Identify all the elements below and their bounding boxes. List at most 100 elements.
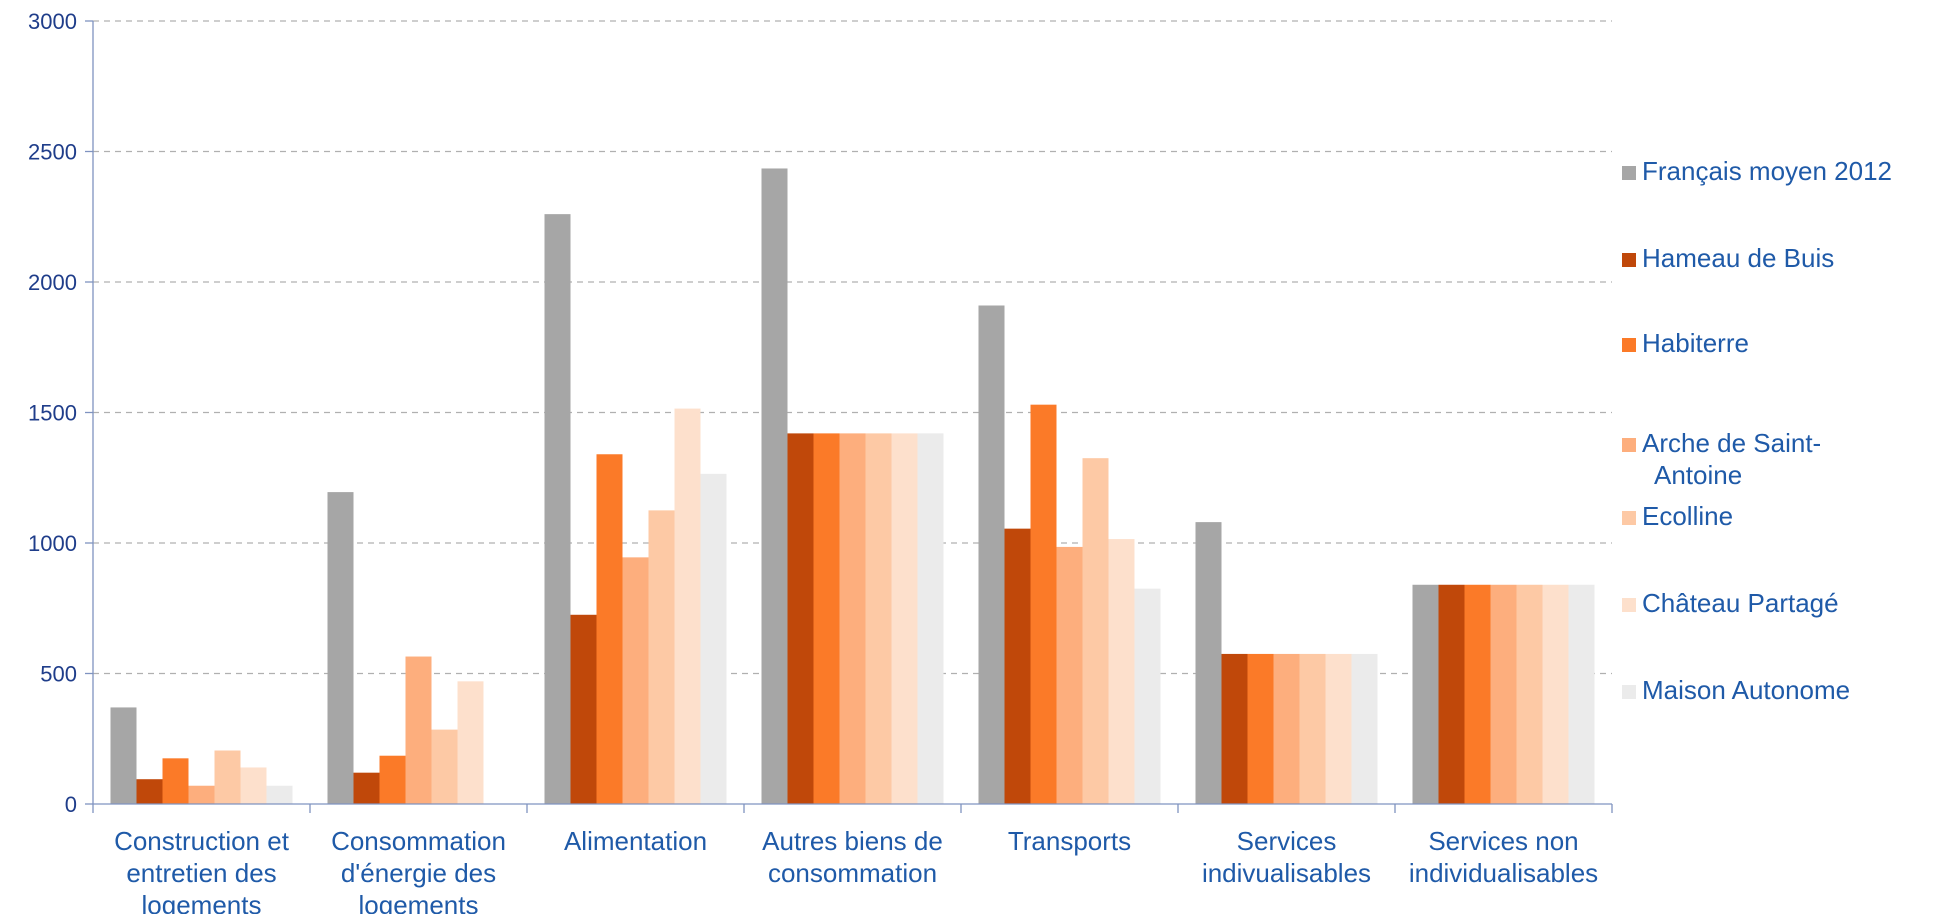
legend-label-line: Hameau de Buis xyxy=(1642,243,1834,273)
bars xyxy=(110,168,1595,805)
bar xyxy=(214,750,241,804)
y-tick-label: 2500 xyxy=(28,140,77,165)
bar xyxy=(379,755,406,804)
bar xyxy=(327,492,354,804)
bar xyxy=(405,656,432,804)
bar xyxy=(700,473,727,804)
x-category-label: Alimentation xyxy=(564,826,707,856)
x-category-label: Services non individualisables xyxy=(1409,826,1598,888)
bar xyxy=(570,614,597,804)
legend-swatch xyxy=(1622,598,1636,612)
bar xyxy=(1082,458,1109,804)
x-category-label-line: consommation xyxy=(768,858,937,888)
bar xyxy=(266,785,293,804)
bar xyxy=(596,454,623,804)
legend-swatch xyxy=(1622,338,1636,352)
bar xyxy=(978,305,1005,804)
legend-label-line: Ecolline xyxy=(1642,501,1733,531)
x-category-label-line: Services non xyxy=(1428,826,1578,856)
bar xyxy=(839,433,866,804)
legend-swatch xyxy=(1622,511,1636,525)
x-category-label-line: logements xyxy=(142,890,262,914)
bar xyxy=(1134,588,1161,804)
bar xyxy=(1108,539,1135,804)
x-category-label-line: Autres biens de xyxy=(762,826,943,856)
x-category-label: Consommation d'énergie des logements xyxy=(331,826,506,914)
x-category-label-line: individualisables xyxy=(1409,858,1598,888)
legend-label-line: Français moyen 2012 xyxy=(1642,156,1892,186)
legend-label-line: Arche de Saint- xyxy=(1642,428,1821,458)
x-category-label-line: indivualisables xyxy=(1202,858,1371,888)
bar xyxy=(1412,584,1439,804)
x-category-label-line: d'énergie des xyxy=(341,858,496,888)
bar xyxy=(162,758,189,804)
bar xyxy=(865,433,892,804)
legend-label-line: Maison Autonome xyxy=(1642,675,1850,705)
bar xyxy=(787,433,814,804)
bar xyxy=(136,779,163,804)
x-axis: Construction et entretien des logementsCon… xyxy=(92,803,1613,914)
bar xyxy=(1464,584,1491,804)
x-category-label: Transports xyxy=(1008,826,1131,856)
legend-label-line: Antoine xyxy=(1654,460,1742,490)
legend-label: Maison Autonome xyxy=(1642,675,1850,705)
bar xyxy=(110,707,137,804)
bar xyxy=(457,681,484,804)
legend-swatch xyxy=(1622,166,1636,180)
bar xyxy=(1221,653,1248,804)
y-tick-label: 500 xyxy=(40,662,77,687)
y-tick-label: 0 xyxy=(65,792,77,817)
bar xyxy=(648,510,675,804)
bar xyxy=(1247,653,1274,804)
legend-swatch xyxy=(1622,253,1636,267)
bar xyxy=(544,214,571,804)
bar xyxy=(917,433,944,804)
legend-swatch xyxy=(1622,438,1636,452)
y-tick-label: 2000 xyxy=(28,270,77,295)
legend-label: Hameau de Buis xyxy=(1642,243,1834,273)
legend-label-line: Habiterre xyxy=(1642,328,1749,358)
x-category-label-line: Consommation xyxy=(331,826,506,856)
bar xyxy=(431,729,458,804)
x-category-label: Autres biens de consommation xyxy=(762,826,943,888)
x-category-label: Services indivualisables xyxy=(1202,826,1371,888)
x-category-label-line: Alimentation xyxy=(564,826,707,856)
bar xyxy=(240,767,267,804)
x-category-label-line: Services xyxy=(1237,826,1337,856)
bar xyxy=(1195,522,1222,804)
bar xyxy=(813,433,840,804)
x-category-label-line: logements xyxy=(359,890,479,914)
bar xyxy=(353,772,380,804)
bar xyxy=(1299,653,1326,804)
bar xyxy=(1273,653,1300,804)
bar xyxy=(891,433,918,804)
x-category-label-line: entretien des xyxy=(126,858,276,888)
bar xyxy=(1056,546,1083,804)
bar xyxy=(674,408,701,804)
legend-label: Habiterre xyxy=(1642,328,1749,358)
bar xyxy=(1325,653,1352,804)
bar xyxy=(761,168,788,805)
legend-label: Arche de Saint-Antoine xyxy=(1642,428,1821,490)
legend-label-line: Château Partagé xyxy=(1642,588,1839,618)
x-category-label-line: Transports xyxy=(1008,826,1131,856)
bar xyxy=(1542,584,1569,804)
bar xyxy=(1351,653,1378,804)
x-category-label-line: Construction et xyxy=(114,826,290,856)
y-tick-label: 3000 xyxy=(28,9,77,34)
bar xyxy=(1438,584,1465,804)
y-tick-label: 1500 xyxy=(28,401,77,426)
bar xyxy=(622,557,649,804)
bar xyxy=(1568,584,1595,804)
x-category-label: Construction et entretien des logements xyxy=(114,826,290,914)
y-axis: 0 500 1000 1500 2000 2500 3000 xyxy=(28,9,94,817)
legend: Français moyen 2012 Hameau de Buis Habiter… xyxy=(1622,156,1892,705)
y-tick-label: 1000 xyxy=(28,531,77,556)
legend-label: Château Partagé xyxy=(1642,588,1839,618)
bar xyxy=(1490,584,1517,804)
legend-swatch xyxy=(1622,685,1636,699)
legend-label: Ecolline xyxy=(1642,501,1733,531)
bar xyxy=(188,785,215,804)
bar xyxy=(1004,528,1031,804)
